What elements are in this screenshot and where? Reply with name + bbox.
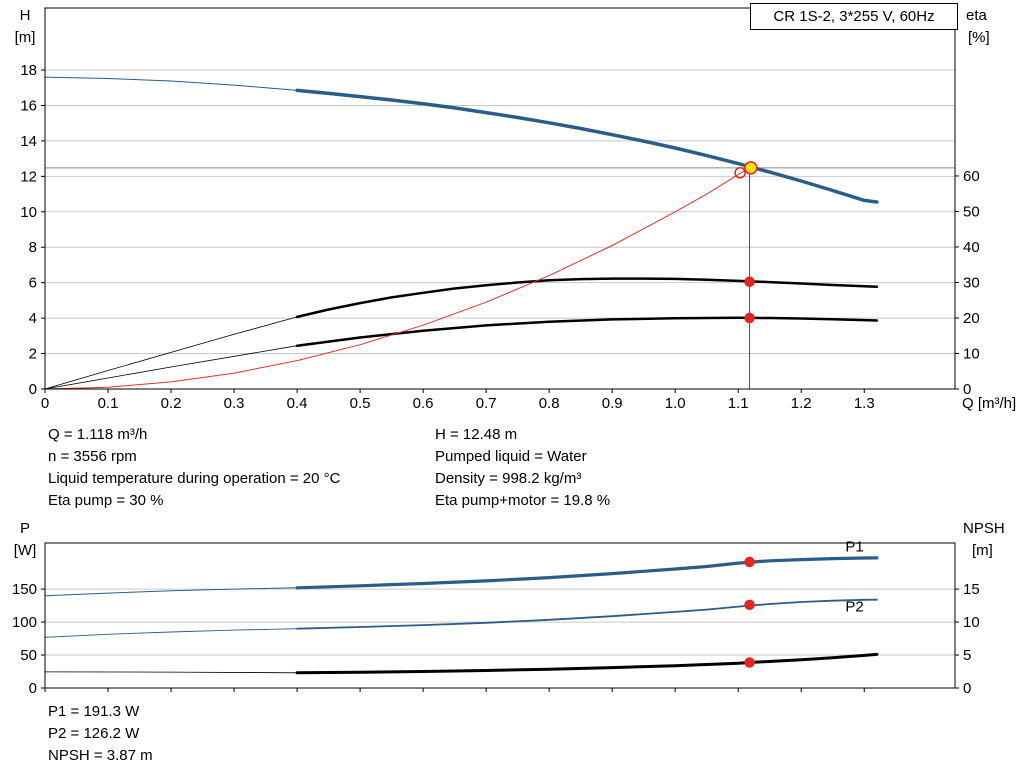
plot-frame (44, 542, 956, 689)
right-tick-label: 30 (963, 274, 980, 291)
x-tick-label: 0.6 (413, 395, 434, 412)
info-line-q: Q = 1.118 m³/h (48, 426, 148, 443)
series-npsh-lead[interactable] (44, 671, 298, 674)
h-axis-unit: [m] (15, 29, 36, 46)
eta-pump-marker[interactable] (744, 276, 755, 288)
series-eta-pump[interactable] (295, 277, 879, 319)
right-tick-label: 50 (963, 203, 980, 220)
power-npsh-chart[interactable]: 0 50 100 150 0 5 10 15 P [W] NPSH [m] P1 P2 (0, 515, 1024, 710)
left-tick-label: 12 (20, 168, 37, 185)
right-tick-label: 10 (963, 614, 980, 631)
x-tick-label: 1.1 (728, 395, 749, 412)
series-head-curve[interactable] (295, 88, 879, 204)
series-p1-lead[interactable] (44, 587, 298, 597)
eta-pump-motor-marker[interactable] (744, 312, 755, 324)
series-eta-pump-motor-lead[interactable] (44, 345, 298, 390)
x-tick-label: 1.2 (791, 395, 812, 412)
info-line-liquid: Pumped liquid = Water (435, 448, 587, 465)
x-tick-label: 0.2 (161, 395, 182, 412)
plot-frame (44, 7, 956, 390)
duty-info-right: H = 12.48 m Pumped liquid = Water Densit… (435, 424, 610, 512)
x-tick-label: 0.7 (476, 395, 497, 412)
duty-info-left: Q = 1.118 m³/h n = 3556 rpm Liquid tempe… (48, 424, 340, 512)
left-tick-label: 8 (29, 239, 37, 256)
right-tick-label: 15 (963, 581, 980, 598)
npsh-marker[interactable] (744, 657, 755, 668)
series-eta-pump-motor[interactable] (295, 316, 879, 347)
left-tick-label: 2 (29, 346, 37, 363)
left-tick-label: 14 (20, 133, 37, 150)
series-p2-curve[interactable] (296, 598, 878, 630)
info-line-p2: P2 = 126.2 W (48, 725, 140, 742)
x-tick-label: 0.9 (602, 395, 623, 412)
series-p2-lead[interactable] (44, 628, 298, 638)
series-npsh-curve[interactable] (295, 652, 879, 675)
npsh-axis-name: NPSH (963, 520, 1005, 537)
eta-axis-name: eta (966, 7, 988, 24)
right-tick-label: 20 (963, 310, 980, 327)
x-tick-label: 1.0 (665, 395, 686, 412)
duty-point-marker[interactable] (744, 161, 758, 175)
info-line-npsh: NPSH = 3.87 m (48, 747, 153, 764)
left-tick-label: 16 (20, 97, 37, 114)
info-line-eta-pump-motor: Eta pump+motor = 19.8 % (435, 492, 611, 509)
left-tick-label: 4 (29, 310, 37, 327)
series-p1-curve[interactable] (295, 556, 879, 590)
p-axis-unit: [W] (14, 542, 37, 559)
x-tick-label: 0.5 (350, 395, 371, 412)
p2-marker[interactable] (744, 599, 755, 611)
right-tick-label: 40 (963, 239, 980, 256)
right-tick-label: 0 (963, 680, 971, 697)
series-label-p2: P2 (845, 599, 863, 616)
info-line-p1: P1 = 191.3 W (48, 703, 140, 720)
power-info: P1 = 191.3 W P2 = 126.2 W NPSH = 3.87 m (48, 701, 153, 767)
left-tick-label: 0 (29, 381, 37, 398)
p1-marker[interactable] (744, 556, 755, 568)
series-eta-pump-lead[interactable] (44, 316, 298, 390)
series-head-curve-lead[interactable] (44, 76, 298, 91)
info-line-h: H = 12.48 m (435, 426, 518, 443)
requested-duty-marker[interactable] (734, 167, 746, 179)
x-tick-label: 0 (41, 395, 49, 412)
info-line-n: n = 3556 rpm (48, 448, 137, 465)
x-tick-label: 0.4 (287, 395, 308, 412)
npsh-axis-unit: [m] (972, 542, 993, 559)
right-tick-label: 60 (963, 168, 980, 185)
right-tick-label: 5 (963, 647, 971, 664)
right-tick-label: 10 (963, 345, 980, 362)
x-tick-label: 0.8 (539, 395, 560, 412)
info-line-eta-pump: Eta pump = 30 % (48, 492, 164, 509)
info-line-temperature: Liquid temperature during operation = 20… (48, 470, 341, 487)
pump-title-box: CR 1S-2, 3*255 V, 60Hz (750, 3, 958, 30)
q-axis-label: Q [m³/h] (962, 395, 1016, 412)
x-tick-label: 0.3 (224, 395, 245, 412)
left-tick-label: 10 (20, 204, 37, 221)
h-axis-name: H (20, 7, 31, 24)
info-line-density: Density = 998.2 kg/m³ (435, 470, 582, 487)
eta-axis-unit: [%] (968, 29, 990, 46)
left-tick-label: 6 (29, 275, 37, 292)
right-tick-label: 0 (963, 381, 971, 398)
series-label-p1: P1 (845, 539, 863, 556)
left-tick-label: 18 (20, 62, 37, 79)
qh-eta-chart[interactable]: 0 2 4 6 8 10 12 14 16 18 0 10 20 30 40 50 60 0 0.1 0.2 0.3 0.… (0, 0, 1024, 420)
left-tick-label: 100 (12, 614, 37, 631)
left-tick-label: 50 (20, 647, 37, 664)
left-tick-label: 150 (12, 581, 37, 598)
x-tick-label: 1.3 (854, 395, 875, 412)
p-axis-name: P (20, 520, 30, 537)
series-affinity-parabola[interactable] (44, 167, 751, 390)
x-tick-label: 0.1 (98, 395, 119, 412)
left-tick-label: 0 (29, 680, 37, 697)
